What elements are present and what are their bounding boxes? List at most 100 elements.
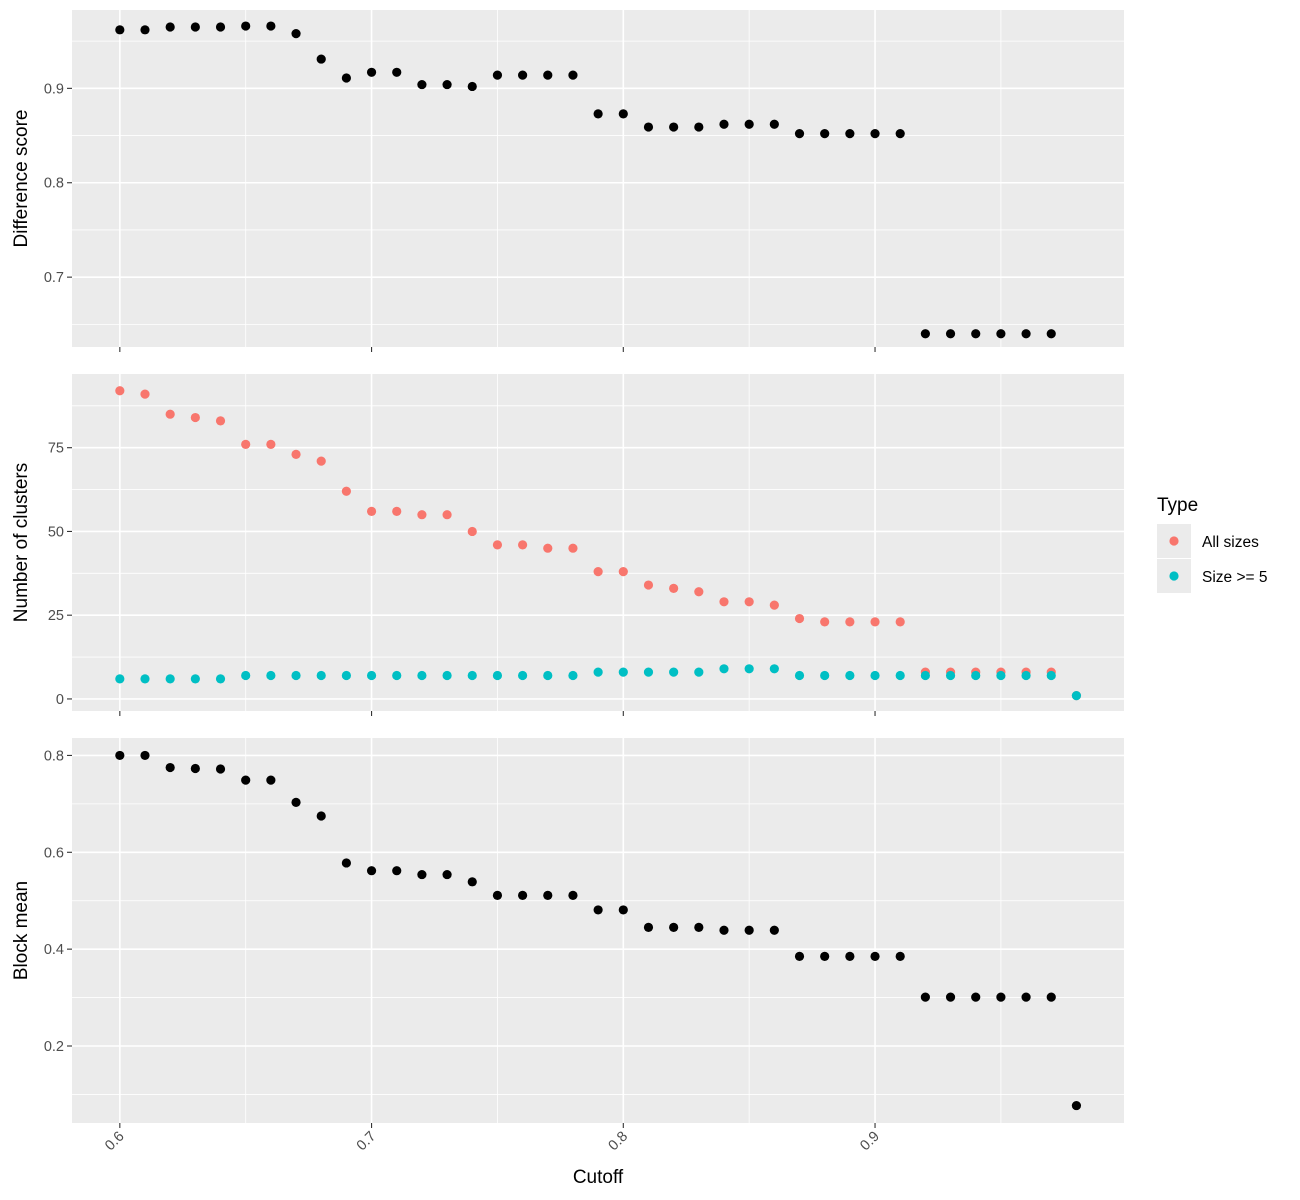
data-point [694, 922, 704, 932]
data-point [215, 764, 226, 774]
data-point [115, 25, 125, 35]
data-point [467, 526, 477, 537]
data-point [341, 670, 351, 681]
legend-label: Size >= 5 [1202, 569, 1268, 586]
data-point [291, 670, 301, 681]
data-point [694, 667, 704, 677]
y-tick-label: 25 [48, 608, 64, 624]
data-point [1046, 329, 1056, 339]
data-point [190, 674, 200, 684]
series-1 [115, 21, 1056, 339]
data-point [266, 670, 276, 681]
data-point [215, 416, 226, 426]
data-point [845, 670, 855, 681]
data-point [140, 389, 150, 399]
data-point [442, 79, 452, 90]
data-point [1046, 992, 1056, 1002]
data-point [568, 70, 578, 80]
data-point [1021, 992, 1031, 1002]
data-point [669, 122, 679, 132]
data-point [140, 674, 150, 684]
data-point [1046, 670, 1056, 681]
y-tick-label: 0 [56, 692, 64, 708]
panel-1: 0.7 0.8 0.9 Difference score [11, 10, 1124, 352]
data-point [241, 439, 251, 449]
data-point [643, 122, 654, 132]
data-point [920, 992, 930, 1002]
data-point [971, 670, 981, 681]
data-point [341, 858, 351, 868]
data-point [820, 617, 830, 627]
data-point [266, 775, 276, 785]
data-point [920, 670, 930, 681]
data-point [115, 386, 125, 396]
data-point [794, 613, 805, 624]
data-point [971, 329, 981, 339]
data-point [794, 670, 805, 681]
data-point [870, 951, 880, 962]
data-point [719, 664, 729, 674]
panel-background [72, 738, 1124, 1123]
data-point [115, 674, 125, 684]
data-point [820, 670, 830, 681]
data-point [895, 670, 905, 681]
data-point [392, 67, 402, 77]
data-point [165, 762, 175, 773]
data-point [417, 79, 427, 90]
data-point [744, 597, 754, 607]
data-point [467, 81, 477, 92]
data-point [392, 506, 402, 516]
data-point [744, 925, 754, 935]
data-point [744, 664, 754, 674]
x-tick-label: 0.7 [354, 1129, 380, 1155]
data-point [1021, 670, 1031, 681]
data-point [870, 617, 880, 627]
y-tick-label: 0.8 [44, 748, 64, 764]
panel-background [72, 374, 1124, 711]
data-point [618, 667, 628, 677]
panel-background [72, 10, 1124, 347]
y-axis-title: Number of clusters [11, 463, 32, 622]
y-tick-label: 0.6 [44, 845, 64, 861]
data-point [996, 670, 1006, 681]
data-point [316, 670, 326, 681]
data-point [366, 506, 377, 516]
data-point [945, 992, 956, 1002]
data-point [769, 925, 779, 935]
data-point [165, 409, 175, 419]
legend-swatch [1169, 571, 1179, 581]
data-point [669, 667, 679, 677]
data-point [492, 540, 503, 550]
data-point [643, 667, 654, 677]
data-point [165, 674, 175, 684]
data-point [643, 580, 654, 590]
data-point [140, 25, 150, 35]
y-tick-label: 75 [48, 441, 64, 457]
data-point [769, 119, 779, 129]
y-tick-label: 0.4 [44, 942, 64, 958]
data-point [568, 890, 578, 900]
y-tick-label: 0.7 [44, 270, 64, 286]
data-point [518, 670, 528, 681]
data-point [165, 22, 175, 32]
data-point [593, 667, 603, 677]
data-point [341, 486, 351, 496]
data-point [266, 439, 276, 449]
data-point [291, 449, 301, 459]
data-point [417, 670, 427, 681]
data-point [920, 329, 930, 339]
data-point [543, 543, 553, 553]
data-point [316, 54, 326, 64]
data-point [492, 70, 503, 80]
data-point [417, 869, 427, 880]
legend-title: Type [1157, 495, 1198, 516]
data-point [115, 750, 125, 761]
data-point [291, 797, 301, 808]
panel-3: 0.2 0.4 0.6 0.8 Block mean 0.6 0.7 0.8 0.9 Cutoff [11, 738, 1124, 1188]
data-point [1071, 1100, 1082, 1111]
x-tick-label: 0.6 [102, 1129, 128, 1155]
data-point [618, 905, 628, 915]
data-point [719, 597, 729, 607]
y-tick-label: 0.8 [44, 176, 64, 192]
